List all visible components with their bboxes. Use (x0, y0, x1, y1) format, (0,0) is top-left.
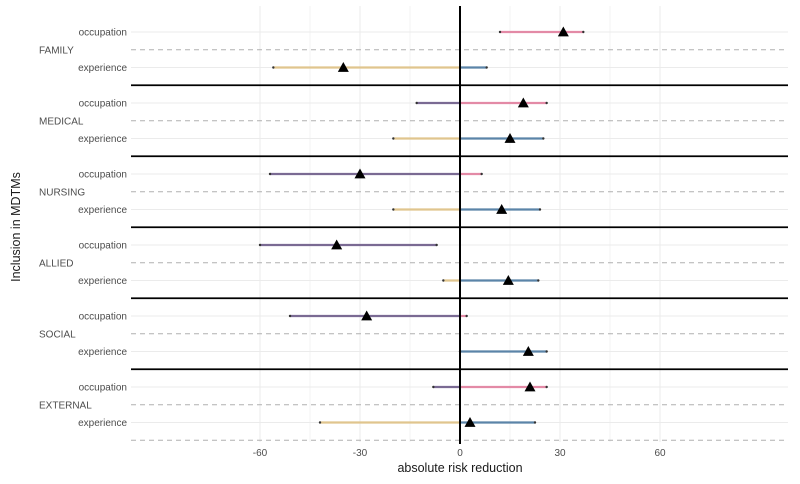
row-label: experience (78, 63, 127, 74)
ci-upper-end (545, 350, 548, 353)
group-label: NURSING (39, 187, 85, 198)
x-tick-label: 60 (654, 448, 666, 459)
point-estimate-triangle (331, 239, 343, 250)
group-label: FAMILY (39, 45, 74, 56)
ci-lower-end (318, 421, 322, 424)
row-label: experience (78, 205, 127, 216)
x-tick-label: -60 (253, 448, 268, 459)
ci-lower-end (258, 243, 262, 247)
point-estimate-triangle (557, 26, 569, 37)
point-estimate-triangle (361, 310, 373, 321)
group-label: ALLIED (39, 258, 73, 269)
ci-lower-end (415, 101, 418, 105)
ci-upper-end (465, 314, 468, 318)
ci-upper-end (538, 208, 542, 211)
point-estimate-triangle (502, 275, 514, 285)
ci-lower-end (392, 208, 395, 211)
group-label: SOCIAL (39, 329, 76, 340)
row-label: occupation (79, 170, 127, 181)
ci-upper-end (582, 30, 585, 34)
point-estimate-triangle (496, 204, 508, 214)
ci-upper-end (545, 101, 548, 105)
row-label: experience (78, 134, 127, 145)
x-axis-ticks: -60 -30 0 30 60 (253, 448, 666, 459)
ci-upper-end (480, 172, 483, 176)
point-estimate-triangle (354, 168, 366, 179)
row-label: occupation (79, 383, 127, 394)
row-label: occupation (79, 312, 127, 323)
y-axis-label: Inclusion in MDTMs (9, 172, 23, 282)
row-label: occupation (79, 241, 127, 252)
point-estimate-triangle (337, 62, 349, 72)
row-labels: FAMILY occupation experience MEDICAL occupat… (39, 28, 127, 430)
group-label: MEDICAL (39, 116, 84, 127)
ci-upper-end (537, 279, 540, 282)
ci-lower-end (498, 30, 502, 34)
point-estimate-triangle (517, 97, 529, 108)
x-tick-label: 0 (457, 448, 463, 459)
row-label: experience (78, 418, 127, 429)
point-estimate-triangle (524, 381, 536, 392)
point-estimate-triangle (522, 346, 534, 356)
ci-lower-end (272, 66, 275, 69)
ci-lower-end (442, 279, 445, 282)
row-label: occupation (79, 99, 127, 110)
group-label: EXTERNAL (39, 400, 92, 411)
ci-lower-end (268, 172, 272, 176)
ci-upper-end (542, 137, 545, 140)
x-tick-label: 30 (554, 448, 566, 459)
row-label: experience (78, 347, 127, 358)
row-label: experience (78, 276, 127, 287)
ci-upper-end (545, 385, 548, 389)
ci-upper-end (485, 66, 488, 69)
ci-lower-end (288, 314, 292, 318)
point-estimate-triangle (464, 417, 476, 427)
ci-lower-end (432, 385, 435, 389)
point-estimates (331, 26, 569, 427)
ci-upper-end (533, 421, 537, 424)
row-label: occupation (79, 28, 127, 39)
point-estimate-triangle (504, 133, 516, 143)
x-tick-label: -30 (353, 448, 368, 459)
ci-upper-end (435, 243, 438, 247)
x-axis-label: absolute risk reduction (397, 461, 522, 475)
ci-lower-end (392, 137, 395, 140)
